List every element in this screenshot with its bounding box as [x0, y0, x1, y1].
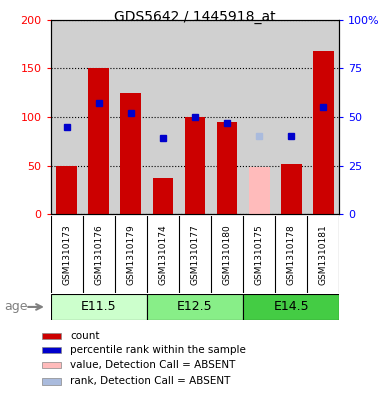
Bar: [179, 20, 211, 214]
Bar: [51, 294, 147, 320]
Bar: [217, 122, 238, 214]
Bar: [307, 20, 339, 214]
Bar: [83, 20, 115, 214]
Bar: [43, 332, 61, 339]
Bar: [243, 294, 339, 320]
Text: GSM1310181: GSM1310181: [319, 224, 328, 285]
Bar: [43, 347, 61, 353]
Bar: [43, 362, 61, 368]
Text: value, Detection Call = ABSENT: value, Detection Call = ABSENT: [70, 360, 235, 370]
Bar: [249, 167, 269, 214]
Text: GSM1310173: GSM1310173: [62, 224, 71, 285]
Text: GSM1310177: GSM1310177: [190, 224, 200, 285]
Text: E11.5: E11.5: [81, 300, 117, 314]
Text: GSM1310178: GSM1310178: [287, 224, 296, 285]
Bar: [147, 294, 243, 320]
Text: GDS5642 / 1445918_at: GDS5642 / 1445918_at: [114, 10, 276, 24]
Bar: [51, 20, 83, 214]
Bar: [243, 20, 275, 214]
Text: GSM1310174: GSM1310174: [158, 224, 167, 285]
Text: count: count: [70, 331, 99, 341]
Bar: [56, 165, 77, 214]
Text: age: age: [4, 300, 27, 314]
Bar: [275, 20, 307, 214]
Text: rank, Detection Call = ABSENT: rank, Detection Call = ABSENT: [70, 376, 230, 386]
Bar: [281, 163, 301, 214]
Bar: [147, 20, 179, 214]
Bar: [89, 68, 109, 214]
Text: E14.5: E14.5: [273, 300, 309, 314]
Bar: [184, 117, 206, 214]
Bar: [121, 93, 141, 214]
Text: GSM1310175: GSM1310175: [255, 224, 264, 285]
Text: GSM1310180: GSM1310180: [223, 224, 232, 285]
Bar: [43, 378, 61, 384]
Bar: [115, 20, 147, 214]
Bar: [313, 51, 334, 214]
Text: GSM1310176: GSM1310176: [94, 224, 103, 285]
Bar: [152, 178, 174, 214]
Text: percentile rank within the sample: percentile rank within the sample: [70, 345, 246, 355]
Text: GSM1310179: GSM1310179: [126, 224, 135, 285]
Bar: [211, 20, 243, 214]
Text: E12.5: E12.5: [177, 300, 213, 314]
